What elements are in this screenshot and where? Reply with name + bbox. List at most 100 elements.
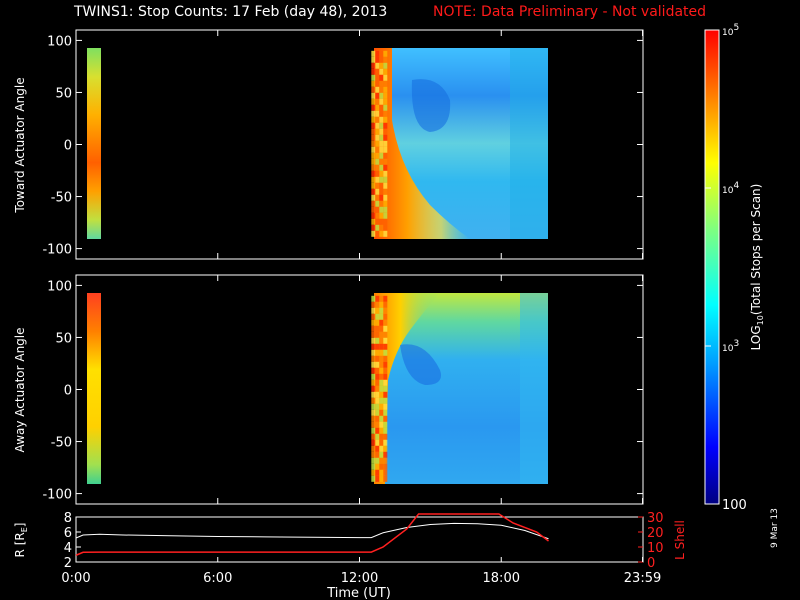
away-noise-cell — [379, 391, 384, 398]
away-noise-cell — [383, 415, 388, 422]
toward-noise-cell — [379, 224, 384, 231]
away-noise-cell — [379, 397, 384, 404]
away-noise-cell — [371, 421, 376, 428]
away-x-ticks — [75, 275, 644, 504]
toward-noise-cell — [375, 50, 380, 57]
away-noise-cell — [379, 475, 384, 482]
toward-noise-cell — [371, 224, 376, 231]
away-noise-cell — [379, 349, 384, 356]
toward-noise-cell — [375, 122, 380, 129]
toward-noise-cell — [379, 152, 384, 159]
toward-noise-cell — [371, 92, 376, 99]
orbit-xtick-label: 18:00 — [483, 571, 520, 586]
away-noise-cell — [371, 397, 376, 404]
toward-noise-cell — [371, 152, 376, 159]
away-noise-cell — [371, 403, 376, 410]
toward-noise-cell — [383, 134, 388, 141]
preliminary-note: NOTE: Data Preliminary - Not validated — [433, 4, 707, 20]
away-noise-cell — [383, 349, 388, 356]
away-noise-cell — [375, 445, 380, 452]
away-noise-cell — [379, 307, 384, 314]
away-noise-cell — [371, 337, 376, 344]
away-noise-cell — [371, 469, 376, 476]
away-noise-cell — [379, 343, 384, 350]
toward-noise-cell — [375, 116, 380, 123]
toward-noise-cell — [379, 200, 384, 207]
away-noise-cell — [379, 433, 384, 440]
toward-noise-cell — [383, 56, 388, 63]
away-ytick-label: 0 — [64, 384, 72, 399]
toward-noise-cell — [371, 98, 376, 105]
away-y-ticks: 100 50 0 -50 -100 — [42, 279, 643, 503]
toward-noise-cell — [379, 128, 384, 135]
away-noise-cell — [379, 295, 384, 302]
away-noise-cell — [375, 301, 380, 308]
away-block-early — [87, 293, 101, 484]
away-noise-cell — [379, 409, 384, 416]
away-noise-cell — [371, 361, 376, 368]
away-stripe-band — [520, 293, 548, 484]
away-noise-cell — [375, 367, 380, 374]
away-noise-cell — [371, 463, 376, 470]
away-noise-cell — [375, 331, 380, 338]
orbit-left-tick-label: 8 — [64, 511, 72, 526]
toward-noise-cell — [383, 74, 388, 81]
toward-noise-cell — [379, 122, 384, 129]
toward-noise-cell — [379, 92, 384, 99]
toward-noise-cell — [379, 182, 384, 189]
away-noise-cell — [375, 373, 380, 380]
title-row: TWINS1: Stop Counts: 17 Feb (day 48), 20… — [0, 4, 800, 26]
away-noise-cell — [371, 439, 376, 446]
away-noise-cell — [371, 409, 376, 416]
toward-noise-cell — [371, 62, 376, 69]
toward-noise-cell — [375, 86, 380, 93]
away-noise-cell — [375, 469, 380, 476]
away-noise-cell — [375, 307, 380, 314]
orbit-right-tick-label: 20 — [647, 526, 664, 541]
away-noise-cell — [379, 313, 384, 320]
away-noise-cell — [375, 439, 380, 446]
orbit-left-tick-label: 4 — [64, 541, 72, 556]
toward-noise-cell — [375, 92, 380, 99]
toward-noise-cell — [379, 104, 384, 111]
orbit-right-tick-label: 10 — [647, 541, 664, 556]
toward-noise-cell — [371, 212, 376, 219]
toward-stripe-band — [510, 48, 548, 239]
away-ylabel: Away Actuator Angle — [13, 327, 27, 452]
toward-noise-cell — [383, 116, 388, 123]
away-noise-cell — [379, 445, 384, 452]
toward-noise-cell — [383, 122, 388, 129]
toward-noise-cell — [371, 182, 376, 189]
toward-noise-cell — [379, 74, 384, 81]
toward-ytick-label: -50 — [51, 191, 72, 206]
toward-noise-cell — [375, 68, 380, 75]
away-noise-cell — [371, 355, 376, 362]
toward-noise-cell — [383, 218, 388, 225]
away-noise-cell — [383, 397, 388, 404]
away-noise-cell — [383, 421, 388, 428]
toward-noise-cell — [375, 56, 380, 63]
away-noise-cell — [371, 391, 376, 398]
away-warm-region — [374, 293, 440, 484]
toward-noise-cell — [375, 104, 380, 111]
away-noise-cell — [379, 379, 384, 386]
away-noise-cell — [379, 331, 384, 338]
away-noise-cell — [371, 415, 376, 422]
away-noise-cell — [383, 475, 388, 482]
toward-noise-cell — [383, 164, 388, 171]
away-noise-cell — [375, 379, 380, 386]
toward-ylabel: Toward Actuator Angle — [13, 77, 27, 213]
away-noise-cell — [375, 391, 380, 398]
away-noise-cell — [379, 457, 384, 464]
toward-noise-cell — [379, 80, 384, 87]
toward-noise-cell — [383, 140, 388, 147]
toward-noise-cell — [383, 158, 388, 165]
away-noise-cell — [383, 343, 388, 350]
away-noise-cell — [371, 349, 376, 356]
away-noise-cell — [371, 319, 376, 326]
away-noise-cell — [379, 421, 384, 428]
toward-noise-cell — [375, 170, 380, 177]
away-panel: 100 50 0 -50 -100 Away Actuator Angle — [13, 274, 644, 505]
toward-noise-cell — [371, 74, 376, 81]
